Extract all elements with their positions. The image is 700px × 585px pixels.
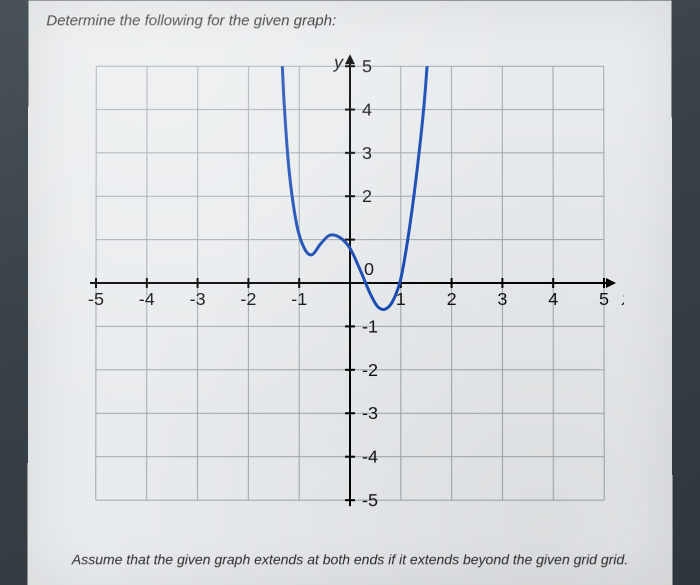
y-tick-label: 2 bbox=[362, 186, 372, 206]
y-tick-label: -4 bbox=[362, 447, 378, 467]
x-tick-label: -4 bbox=[139, 289, 155, 309]
y-tick-label: -3 bbox=[362, 403, 378, 423]
y-tick-label: 3 bbox=[362, 143, 372, 163]
x-tick-label: -3 bbox=[190, 289, 206, 309]
x-tick-label: 2 bbox=[447, 289, 457, 309]
function-curve bbox=[281, 50, 428, 309]
prompt-bottom-text: Assume that the given graph extends at b… bbox=[28, 551, 673, 567]
x-tick-label: -2 bbox=[240, 289, 256, 309]
x-tick-label: -1 bbox=[291, 289, 307, 309]
x-tick-label: 5 bbox=[599, 289, 609, 309]
graph-container: -5-4-3-2-112345-5-4-3-2-123450xy bbox=[76, 50, 625, 530]
x-tick-label: 4 bbox=[548, 289, 558, 309]
x-tick-label: -5 bbox=[88, 289, 104, 309]
y-axis-label: y bbox=[332, 52, 344, 72]
origin-label: 0 bbox=[364, 259, 374, 279]
y-tick-label: -2 bbox=[362, 360, 378, 380]
worksheet-paper: Determine the following for the given gr… bbox=[28, 0, 673, 585]
y-tick-label: 5 bbox=[362, 56, 372, 76]
y-tick-label: 4 bbox=[362, 100, 372, 120]
y-tick-label: -1 bbox=[362, 316, 378, 336]
coordinate-graph: -5-4-3-2-112345-5-4-3-2-123450xy bbox=[76, 50, 625, 530]
x-tick-label: 3 bbox=[497, 289, 507, 309]
prompt-top-text: Determine the following for the given gr… bbox=[46, 12, 336, 29]
x-axis-label: x bbox=[621, 289, 624, 309]
photo-background: Determine the following for the given gr… bbox=[0, 0, 700, 585]
y-tick-label: -5 bbox=[362, 490, 378, 510]
